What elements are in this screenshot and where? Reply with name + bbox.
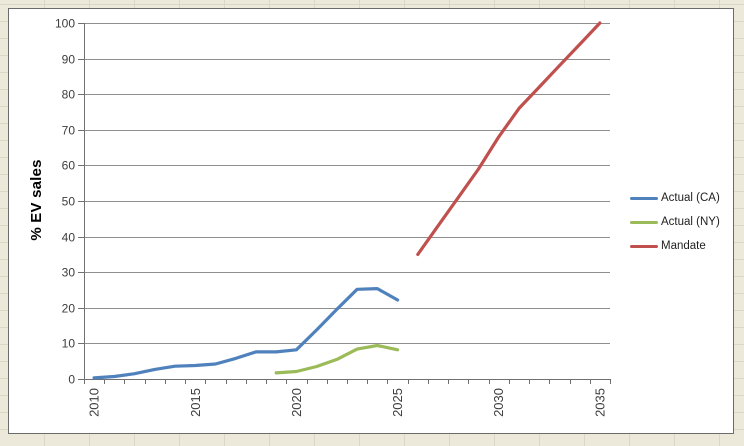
y-tick-label: 50 bbox=[62, 195, 76, 209]
x-tick-label: 2025 bbox=[390, 388, 405, 417]
y-tick-label: 90 bbox=[62, 53, 76, 67]
series-line-mandate[interactable] bbox=[416, 21, 602, 256]
legend-swatch-mandate-icon bbox=[630, 244, 658, 248]
legend-label: Mandate bbox=[661, 240, 706, 252]
y-tick-label: 0 bbox=[68, 373, 75, 387]
x-tick-label: 2030 bbox=[491, 388, 506, 417]
y-tick-label: 70 bbox=[62, 124, 76, 138]
y-tick-label: 30 bbox=[62, 266, 76, 280]
x-tick-label: 2010 bbox=[87, 388, 102, 417]
y-tick-label: 80 bbox=[62, 88, 76, 102]
x-tick-label: 2035 bbox=[592, 388, 607, 417]
legend-swatch-actual-ny-icon bbox=[630, 220, 658, 224]
x-tick-label: 2015 bbox=[188, 388, 203, 417]
y-tick-label: 100 bbox=[55, 17, 75, 31]
legend-swatch-actual-ca-icon bbox=[630, 196, 658, 200]
legend: Actual (CA) Actual (NY) Mandate bbox=[630, 186, 732, 258]
legend-item-mandate[interactable]: Mandate bbox=[630, 234, 732, 258]
x-tick-label: 2020 bbox=[289, 388, 304, 417]
legend-label: Actual (NY) bbox=[661, 216, 720, 228]
y-tick-label: 40 bbox=[62, 231, 76, 245]
y-tick-label: 20 bbox=[62, 302, 76, 316]
chart-frame[interactable]: 0 10 20 30 40 50 60 70 80 90 100 2010 2015 2020 2025 20… bbox=[8, 8, 734, 434]
legend-item-actual-ny[interactable]: Actual (NY) bbox=[630, 210, 732, 234]
series-line-actual-ny[interactable] bbox=[274, 343, 400, 375]
y-tick-label: 10 bbox=[62, 337, 76, 351]
series-line-actual-ca[interactable] bbox=[92, 287, 400, 380]
legend-item-actual-ca[interactable]: Actual (CA) bbox=[630, 186, 732, 210]
y-tick-label: 60 bbox=[62, 159, 76, 173]
y-axis-title: % EV sales bbox=[28, 159, 45, 241]
legend-label: Actual (CA) bbox=[661, 192, 720, 204]
